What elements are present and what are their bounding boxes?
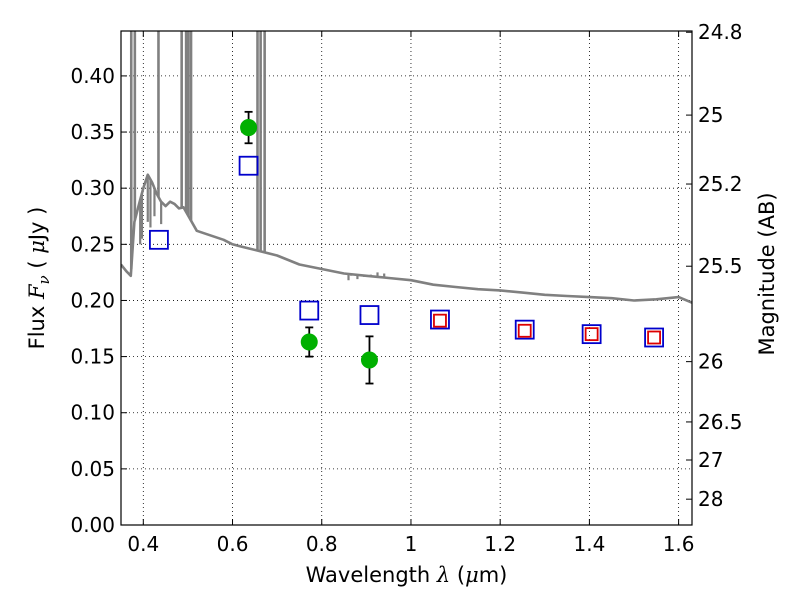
observed-point — [360, 351, 378, 369]
photometry-points — [149, 110, 664, 385]
y-tick-label: 0.05 — [70, 457, 115, 481]
right-tick-label: 28 — [698, 487, 723, 511]
model-point-red — [433, 313, 447, 328]
spectrum-continuum — [121, 173, 692, 304]
y-tick-label: 0.20 — [70, 288, 115, 312]
y-axis-title-mu: μ — [25, 240, 49, 254]
model-point-blue — [149, 229, 169, 250]
x-tick-label: 1.2 — [484, 532, 516, 556]
x-tick-label: 1.6 — [663, 532, 695, 556]
y-axis-title-subscript: ν — [35, 275, 53, 284]
right-tick-label: 25.2 — [698, 172, 743, 196]
right-tick-label: 25 — [698, 103, 723, 127]
y-axis-title-prefix: Flux — [25, 299, 49, 349]
x-tick-label: 0.8 — [306, 532, 338, 556]
x-tick-label: 0.6 — [217, 532, 249, 556]
axis-ticks: 0.4 0.6 0.8 1 1.2 1.4 1.6 0.00 0.05 0.10 0.15 0.20 0… — [70, 20, 742, 556]
y-axis-title-mid: ( — [25, 254, 49, 276]
right-axis-title: Magnitude (AB) — [755, 192, 779, 355]
right-tick-label: 26 — [698, 350, 723, 374]
y-tick-label: 0.10 — [70, 401, 115, 425]
model-point-blue — [238, 155, 259, 176]
model-point-blue — [430, 309, 450, 330]
y-tick-label: 0.00 — [70, 513, 115, 537]
model-point-blue — [644, 327, 664, 348]
x-axis-title: Wavelength λ (μm) — [306, 563, 508, 587]
x-tick-label: 0.4 — [127, 532, 159, 556]
y-tick-label: 0.25 — [70, 232, 115, 256]
model-spectrum — [121, 31, 692, 304]
y-axis-title-suffix: Jy ) — [25, 207, 49, 243]
x-axis-title-open: ( — [450, 563, 465, 587]
grid-lines — [121, 31, 692, 526]
x-axis-title-symbol: λ — [436, 563, 450, 587]
observed-point — [240, 119, 258, 137]
y-tick-label: 0.30 — [70, 176, 115, 200]
plot-frame — [120, 30, 693, 526]
right-tick-label: 27 — [698, 448, 723, 472]
observed-point — [300, 333, 318, 351]
model-point-blue — [581, 324, 602, 345]
x-axis-title-mu: μ — [465, 563, 479, 587]
x-axis-title-prefix: Wavelength — [306, 563, 437, 587]
model-point-blue — [299, 300, 320, 321]
model-point-blue — [514, 319, 535, 340]
y-axis-title-symbol: F — [25, 283, 49, 300]
y-tick-label: 0.40 — [70, 64, 115, 88]
model-point-red — [584, 327, 599, 342]
x-axis-title-suffix: m) — [479, 563, 508, 587]
model-point-red — [517, 323, 532, 338]
y-tick-label: 0.35 — [70, 120, 115, 144]
right-tick-label: 24.8 — [698, 20, 743, 44]
right-tick-label: 26.5 — [698, 410, 743, 434]
y-axis-title: Flux Fν ( μJy ) — [25, 207, 53, 350]
x-tick-label: 1 — [405, 532, 418, 556]
model-point-red — [647, 330, 661, 345]
right-tick-label: 25.5 — [698, 254, 743, 278]
x-tick-label: 1.4 — [573, 532, 605, 556]
y-tick-label: 0.15 — [70, 345, 115, 369]
spectrum-group — [121, 31, 692, 304]
model-point-blue — [359, 305, 380, 325]
